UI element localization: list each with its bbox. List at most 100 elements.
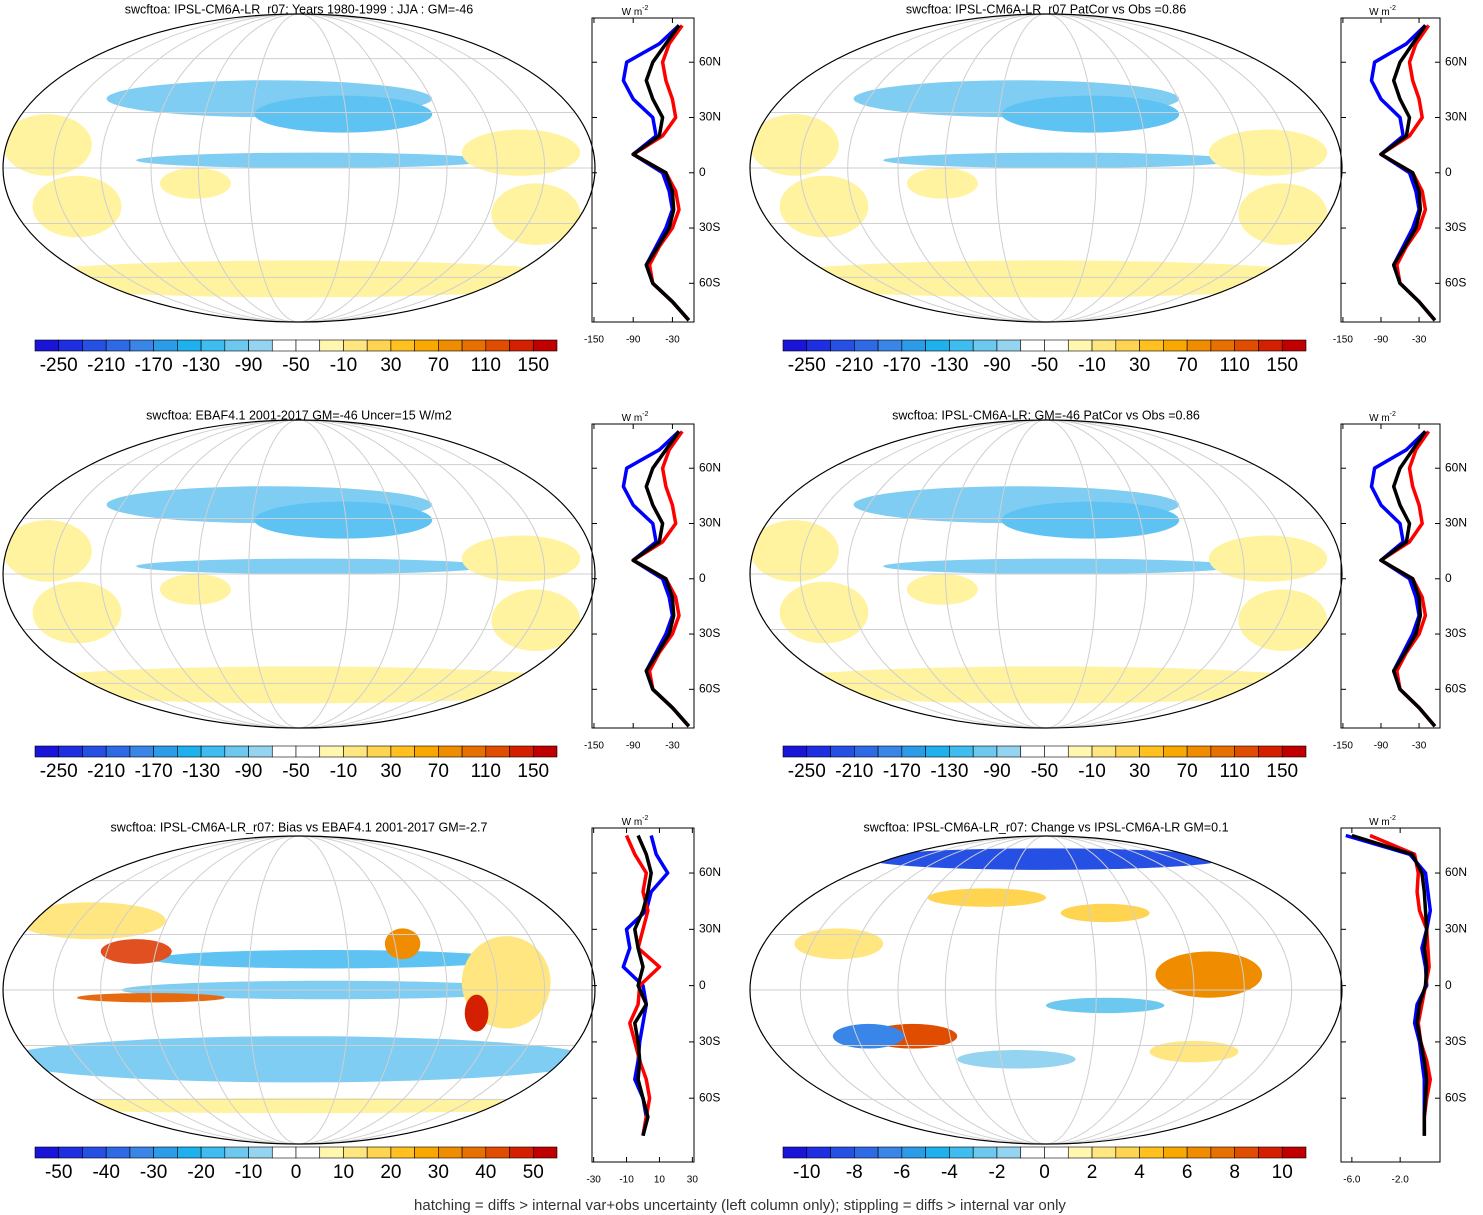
map: [750, 836, 1342, 1144]
map-field: [1060, 903, 1150, 923]
map-field: [254, 501, 433, 539]
graticule: [100, 836, 498, 1144]
colorbar-label: 30: [428, 1162, 449, 1183]
x-tick-label: 30: [687, 1175, 699, 1186]
y-tick-label: 30S: [1445, 626, 1466, 640]
graticule: [995, 14, 1097, 322]
colorbar-segment: [1210, 339, 1235, 352]
unit-label: W m-2: [1369, 411, 1396, 424]
graticule: [248, 836, 350, 1144]
profile-line: [631, 24, 691, 322]
x-tick-label: -150: [584, 741, 604, 752]
graticule: [897, 836, 1195, 1144]
colorbar-segment: [200, 1146, 226, 1159]
colorbar-label: -10: [330, 761, 357, 782]
colorbar-segment: [901, 339, 926, 352]
graticule: [52, 420, 546, 728]
colorbar-label: -250: [788, 761, 826, 782]
map: [3, 14, 595, 322]
colorbar-label: 150: [517, 355, 549, 376]
colorbar-segment: [58, 1146, 83, 1159]
y-tick-label: 60N: [699, 865, 721, 879]
colorbar-segment: [129, 339, 154, 352]
colorbar-label: 110: [471, 355, 501, 376]
x-tick-label: -30: [665, 741, 680, 752]
colorbar-segment: [901, 745, 926, 758]
colorbar-segment: [295, 745, 321, 758]
map-outline: [749, 419, 1343, 729]
colorbar-label: 30: [380, 761, 401, 782]
map-field: [151, 949, 507, 969]
map-field: [927, 888, 1046, 907]
map-field: [3, 114, 92, 176]
panel-title: swcftoa: IPSL-CM6A-LR_r07 PatCor vs Obs …: [906, 2, 1186, 16]
colorbar-segment: [1139, 339, 1164, 352]
map-field: [3, 1036, 595, 1083]
unit-text: W m: [622, 7, 643, 18]
colorbar-segment: [1163, 745, 1188, 758]
map-outline: [2, 419, 596, 729]
colorbar-label: -2: [989, 1162, 1006, 1183]
colorbar-segment: [248, 745, 273, 758]
colorbar-label: 150: [1266, 761, 1298, 782]
graticule: [248, 14, 350, 322]
unit-exponent: -2: [642, 815, 648, 822]
map: [750, 14, 1342, 322]
y-tick-label: 60N: [1445, 460, 1467, 474]
colorbar-label: 40: [475, 1162, 496, 1183]
x-tick-label: -90: [626, 741, 641, 752]
map-field: [3, 260, 595, 298]
colorbar-segment: [319, 339, 344, 352]
colorbar-label: -210: [87, 761, 125, 782]
profile-line: [1369, 430, 1437, 728]
map-outline: [2, 835, 596, 1145]
y-tick-label: 30S: [699, 1034, 720, 1048]
graticule: [995, 420, 1097, 728]
colorbar-label: -40: [92, 1162, 119, 1183]
colorbar-label: -50: [282, 761, 309, 782]
colorbar-segment: [438, 339, 463, 352]
colorbar-label: -90: [235, 355, 262, 376]
colorbar-label: -50: [282, 355, 309, 376]
colorbar-segment: [1091, 1146, 1117, 1159]
x-tick-label: -30: [1412, 741, 1427, 752]
unit-exponent: -2: [1390, 815, 1396, 822]
colorbar-segment: [295, 339, 321, 352]
colorbar-label: 150: [517, 761, 549, 782]
colorbar-segment: [972, 745, 998, 758]
map-field: [3, 1097, 595, 1114]
map-outline: [749, 835, 1343, 1145]
colorbar-segment: [343, 1146, 368, 1159]
colorbar-segment: [1020, 1146, 1045, 1159]
colorbar-label: 2: [1087, 1162, 1098, 1183]
colorbar-segment: [830, 745, 855, 758]
colorbar-segment: [996, 745, 1022, 758]
colorbar-label: -10: [330, 355, 357, 376]
map-field: [750, 666, 1342, 704]
y-tick-label: 0: [1445, 571, 1452, 585]
plot-frame: [1340, 423, 1441, 729]
colorbar-segment: [806, 1146, 831, 1159]
graticule: [150, 420, 448, 728]
colorbar-label: -10: [793, 1162, 820, 1183]
colorbar-label: -6: [893, 1162, 910, 1183]
graticule: [944, 420, 1148, 728]
colorbar-segment: [461, 1146, 487, 1159]
colorbar-segment: [509, 339, 534, 352]
colorbar-segment: [1020, 745, 1045, 758]
colorbar-segment: [830, 339, 855, 352]
y-tick-label: 30N: [699, 110, 721, 124]
colorbar-label: 0: [1039, 1162, 1050, 1183]
colorbar-segment: [224, 1146, 249, 1159]
colorbar-segment: [949, 1146, 974, 1159]
colorbar-segment: [782, 1146, 808, 1159]
unit-text: W m: [622, 413, 643, 424]
plot-frame: [591, 17, 695, 323]
colorbar-label: 30: [1129, 355, 1150, 376]
colorbar-segment: [1281, 339, 1307, 352]
x-tick-label: -150: [584, 335, 604, 346]
graticule: [100, 14, 498, 322]
map-field: [159, 574, 231, 605]
